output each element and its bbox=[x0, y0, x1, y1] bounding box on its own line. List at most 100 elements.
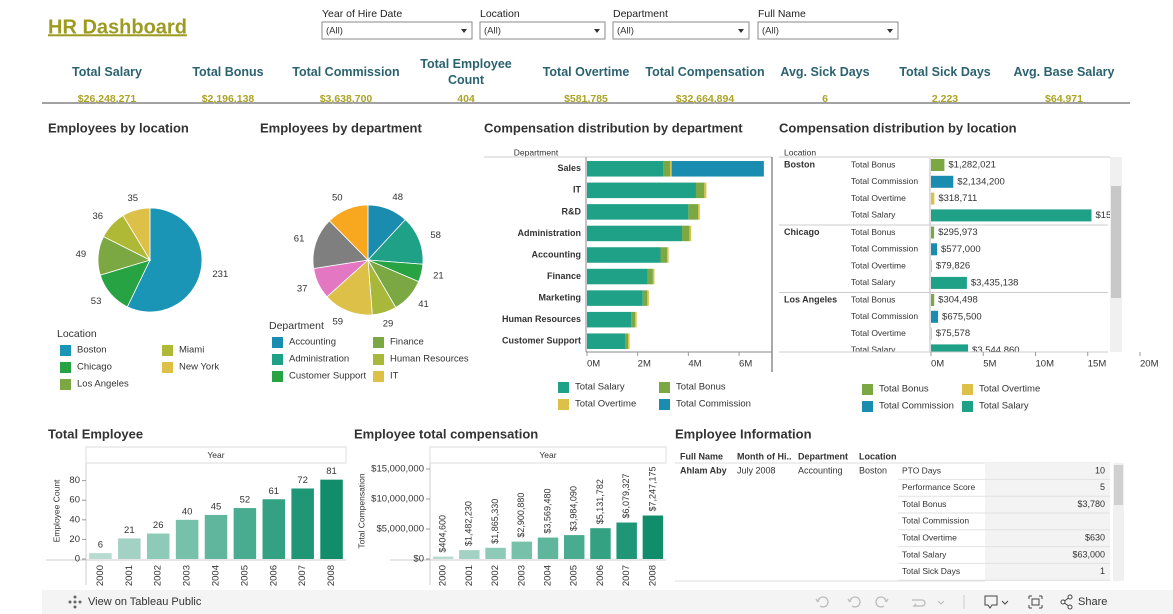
dropdown-box[interactable] bbox=[612, 21, 750, 40]
kpi-value: $3,638,700 bbox=[319, 93, 373, 105]
y-axis-label: Employee Count bbox=[51, 479, 61, 542]
kpi-label: Avg. Sick Days bbox=[780, 65, 870, 79]
scrollbar-thumb[interactable] bbox=[1114, 465, 1123, 505]
bar-segment bbox=[625, 333, 629, 349]
filter-dropdown[interactable]: (All) bbox=[321, 21, 473, 40]
value-label: $3,435,138 bbox=[971, 277, 1019, 288]
value-label: $675,500 bbox=[942, 311, 982, 322]
dropdown-value[interactable]: (All) bbox=[484, 26, 501, 37]
dropdown-arrow[interactable] bbox=[738, 29, 744, 33]
value-column-bg bbox=[985, 463, 1110, 581]
toolbar-icon[interactable] bbox=[984, 595, 1009, 609]
toolbar-icon[interactable] bbox=[937, 600, 945, 605]
measure-label: Total Overtime bbox=[851, 193, 906, 203]
toolbar-icon[interactable] bbox=[912, 599, 926, 607]
pie-slice bbox=[326, 259, 373, 316]
logo-dot[interactable] bbox=[73, 595, 77, 599]
legend-swatch bbox=[162, 362, 173, 373]
tableau-link[interactable]: View on Tableau Public bbox=[68, 595, 202, 609]
category-label: Finance bbox=[547, 271, 581, 281]
measure-value: $630 bbox=[1085, 533, 1105, 543]
share-dot[interactable] bbox=[1060, 599, 1066, 605]
bar bbox=[931, 294, 935, 306]
category-label: Customer Support bbox=[502, 336, 581, 346]
bar-segment bbox=[587, 311, 632, 328]
table-cell: Ahlam Aby bbox=[680, 465, 727, 475]
scrollbar[interactable] bbox=[1113, 463, 1124, 581]
logo-dot[interactable] bbox=[68, 600, 72, 604]
dropdown-value[interactable]: (All) bbox=[326, 26, 343, 37]
value-label: 26 bbox=[153, 520, 164, 531]
pie-slice bbox=[312, 220, 369, 269]
legend-title: Department bbox=[269, 320, 324, 332]
kpi-label: Total Salary bbox=[72, 65, 142, 79]
logo-dot[interactable] bbox=[73, 600, 77, 604]
logo-dot[interactable] bbox=[78, 600, 82, 604]
filter-dropdown[interactable]: (All) bbox=[612, 21, 750, 40]
y-tick-label: 60 bbox=[69, 495, 80, 506]
toolbar-icon[interactable] bbox=[847, 596, 861, 608]
dropdown-arrow[interactable] bbox=[594, 29, 600, 33]
legend-swatch bbox=[373, 371, 384, 382]
legend-swatch bbox=[474, 354, 485, 365]
legend-swatch bbox=[659, 382, 670, 393]
measure-value: 1 bbox=[1100, 566, 1105, 576]
share-label[interactable]: Share bbox=[1078, 596, 1107, 608]
column-header bbox=[85, 446, 347, 464]
footer-link[interactable]: View on Tableau Public bbox=[88, 596, 202, 608]
x-tick-label: 2008 bbox=[647, 565, 658, 586]
toolbar-icon[interactable] bbox=[1028, 595, 1043, 609]
bar bbox=[262, 499, 286, 559]
value-label: $3,544,860 bbox=[972, 345, 1020, 356]
dropdown-box[interactable] bbox=[321, 21, 473, 40]
measure-label: Total Salary bbox=[851, 345, 896, 355]
legend-label: Total Bonus bbox=[676, 382, 726, 393]
slice-label: 59 bbox=[333, 317, 344, 328]
slice-label: 37 bbox=[297, 283, 308, 294]
share-dot[interactable] bbox=[1067, 604, 1073, 610]
toolbar-icon[interactable] bbox=[875, 596, 889, 608]
share-button[interactable]: Share bbox=[1060, 594, 1107, 610]
legend-swatch bbox=[558, 399, 569, 410]
logo-dot[interactable] bbox=[73, 605, 77, 609]
bar-segment bbox=[587, 161, 664, 177]
x-tick-label: 2007 bbox=[297, 565, 308, 586]
bar bbox=[931, 260, 932, 273]
y-tick-label: $10,000,000 bbox=[371, 494, 424, 505]
x-tick-label: 15M bbox=[1088, 359, 1107, 370]
measure-label: Total Bonus bbox=[851, 227, 895, 237]
share-dot[interactable] bbox=[1067, 594, 1073, 600]
column-header: Month of Hi.. bbox=[737, 451, 791, 461]
slice-label: 231 bbox=[212, 269, 228, 280]
legend-label: Total Commission bbox=[879, 401, 954, 412]
filter-dropdown[interactable]: (All) bbox=[479, 21, 606, 40]
dropdown-box[interactable] bbox=[479, 21, 606, 40]
filter-label: Location bbox=[480, 8, 520, 20]
scrollbar-thumb[interactable] bbox=[1111, 186, 1121, 298]
legend-swatch bbox=[60, 379, 71, 390]
toolbar-icon[interactable] bbox=[815, 596, 829, 608]
bar-segment bbox=[587, 290, 643, 306]
kpi-value: $2,196,138 bbox=[201, 93, 255, 105]
x-tick-label: 2000 bbox=[95, 565, 106, 586]
x-tick-label: 2003 bbox=[182, 565, 193, 586]
legend-swatch bbox=[373, 337, 384, 348]
bar-segment bbox=[628, 333, 630, 349]
dropdown-value[interactable]: (All) bbox=[762, 26, 779, 37]
axis-header: Department bbox=[514, 147, 559, 157]
measure-label: Total Salary bbox=[851, 277, 896, 287]
dropdown-box[interactable] bbox=[757, 21, 899, 40]
kpi-label: Avg. Base Salary bbox=[1013, 65, 1115, 79]
value-label: 45 bbox=[211, 501, 222, 512]
filter-dropdown[interactable]: (All) bbox=[757, 21, 899, 40]
dropdown-arrow[interactable] bbox=[887, 29, 893, 33]
dropdown-value[interactable]: (All) bbox=[617, 26, 634, 37]
measure-label: Total Sick Days bbox=[902, 566, 960, 576]
column-header bbox=[429, 446, 667, 464]
bar bbox=[616, 522, 637, 559]
x-tick-label: 2005 bbox=[239, 565, 250, 586]
x-tick-label: 2007 bbox=[621, 565, 632, 586]
dropdown-arrow[interactable] bbox=[461, 29, 467, 33]
legend-swatch bbox=[162, 345, 173, 356]
